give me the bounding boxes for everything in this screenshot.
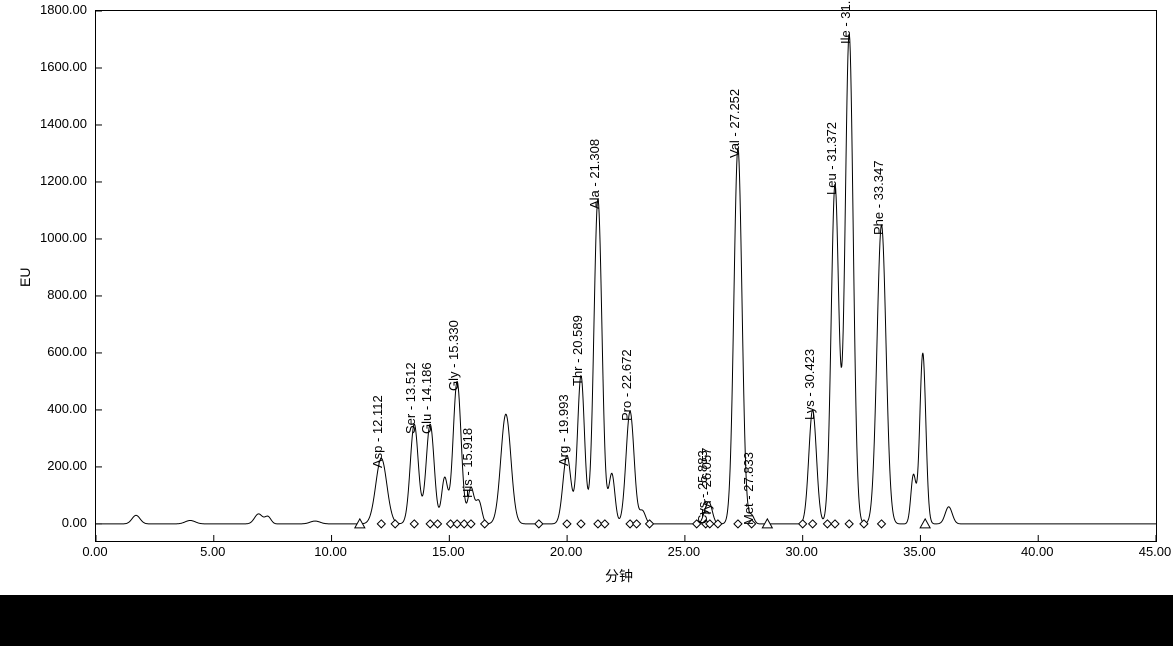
x-axis-label: 分钟 [605,566,633,586]
peak-label: Lys - 30.423 [802,349,817,420]
peak-label: Phe - 33.347 [871,160,886,234]
x-tick-label: 5.00 [200,544,225,559]
peak-label: Gly - 15.330 [446,321,461,392]
y-tick-label: 1000.00 [25,230,87,245]
x-tick-label: 20.00 [550,544,583,559]
y-tick-label: 0.00 [25,515,87,530]
peak-label: Thr - 20.589 [570,315,585,386]
y-tick-label: 200.00 [25,458,87,473]
figure-frame: EU 分钟 0.00 5.00 10.00 15.00 20.00 25.00 30.00 3… [0,0,1173,646]
y-tick-label: 1200.00 [25,173,87,188]
peak-label: Tyr - 26.057 [699,447,714,516]
x-tick-label: 40.00 [1021,544,1054,559]
bottom-strip [0,595,1173,646]
x-tick-label: 0.00 [82,544,107,559]
x-tick-label: 25.00 [668,544,701,559]
chromatogram-svg [96,11,1156,541]
peak-label: Asp - 12.112 [370,396,385,469]
y-tick-label: 600.00 [25,344,87,359]
peak-label: Pro - 22.672 [619,350,634,422]
x-tick-label: 10.00 [314,544,347,559]
plot-area [95,10,1157,542]
peak-label: Arg - 19.993 [556,394,571,466]
x-tick-label: 15.00 [432,544,465,559]
peak-label: Met - 27.833 [741,452,756,525]
y-axis-label: EU [17,268,33,287]
peak-label: His - 15.918 [460,428,475,498]
x-tick-label: 35.00 [903,544,936,559]
y-tick-label: 1800.00 [25,2,87,17]
peak-label: Leu - 31.372 [824,122,839,195]
y-tick-label: 800.00 [25,287,87,302]
peak-label: Ala - 21.308 [587,139,602,209]
peak-label: Val - 27.252 [727,89,742,158]
y-tick-label: 1600.00 [25,59,87,74]
x-tick-label: 45.00 [1139,544,1172,559]
peak-label: Ser - 13.512 [403,363,418,435]
y-tick-label: 400.00 [25,401,87,416]
peak-label: Glu - 14.186 [419,363,434,435]
peak-label: Ile - 31.974 [838,0,853,44]
y-tick-label: 1400.00 [25,116,87,131]
x-tick-label: 30.00 [785,544,818,559]
